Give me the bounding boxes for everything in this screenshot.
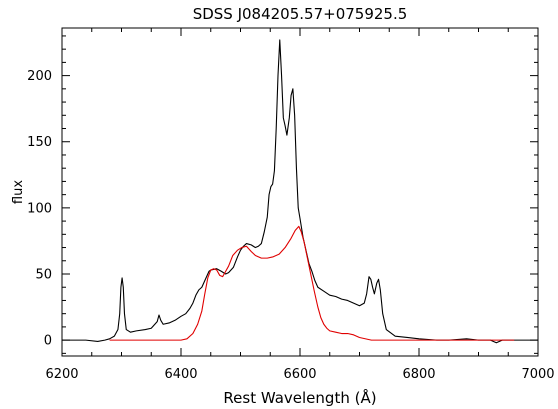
- series-line-0: [62, 39, 538, 344]
- y-tick-label: 100: [27, 201, 52, 216]
- y-tick-label: 50: [35, 268, 52, 283]
- x-tick-label: 7000: [521, 367, 554, 382]
- series-line-1: [109, 225, 515, 341]
- x-axis-label: Rest Wavelength (Å): [223, 388, 376, 407]
- x-tick-label: 6800: [402, 367, 435, 382]
- y-tick-label: 0: [44, 334, 52, 349]
- y-tick-label: 150: [27, 135, 52, 150]
- chart-title: SDSS J084205.57+075925.5: [193, 5, 408, 23]
- plot-frame: [61, 27, 539, 357]
- x-tick-label: 6400: [164, 367, 197, 382]
- y-axis-label: flux: [11, 180, 26, 204]
- y-tick-label: 200: [27, 69, 52, 84]
- x-tick-label: 6600: [283, 367, 316, 382]
- x-tick-label: 6200: [45, 367, 78, 382]
